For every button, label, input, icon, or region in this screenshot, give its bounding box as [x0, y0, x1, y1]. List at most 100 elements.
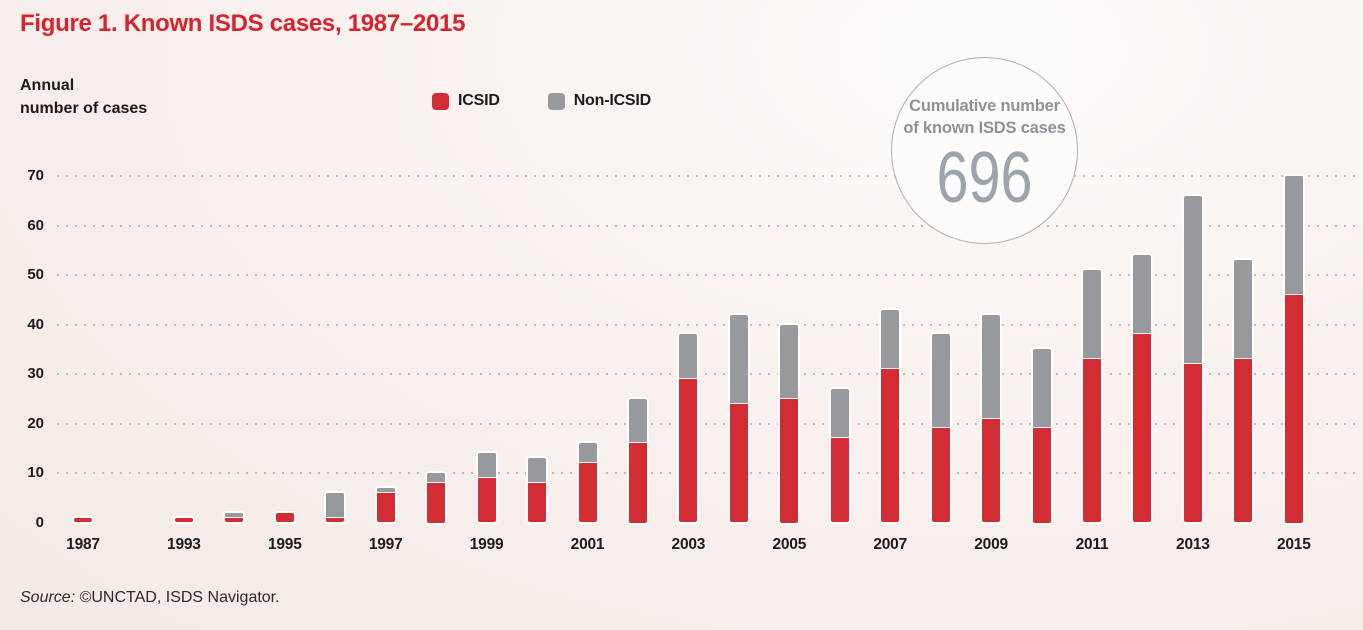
y-axis-tick-label-60: 60	[27, 216, 44, 234]
y-axis-title-line2: number of cases	[20, 100, 148, 117]
bar-segment-non-icsid-2013	[1183, 195, 1202, 365]
bar-segment-icsid-1993	[174, 517, 193, 523]
legend-label-non-icsid: Non-ICSID	[573, 92, 652, 109]
y-axis-tick-label-40: 40	[27, 315, 44, 333]
legend-item-non-icsid: Non-ICSID	[547, 92, 652, 110]
bar-segment-icsid-2004	[729, 403, 748, 523]
figure-title: Figure 1. Known ISDS cases, 1987–2015	[20, 10, 466, 37]
bar-segment-icsid-1998	[427, 482, 446, 523]
bar-segment-non-icsid-2004	[729, 314, 748, 404]
bar-segment-non-icsid-2006	[830, 388, 849, 439]
x-axis-tick-label-1995: 1995	[267, 536, 302, 553]
bar-segment-icsid-2008	[931, 428, 950, 523]
bar-segment-icsid-2013	[1183, 364, 1202, 523]
source-line: Source: ©UNCTAD, ISDS Navigator.	[20, 589, 280, 607]
cumulative-badge-value: 696	[936, 138, 1033, 218]
bar-2010	[1032, 349, 1051, 523]
bar-2002	[628, 398, 647, 523]
bar-2014	[1234, 260, 1253, 523]
bar-2005	[780, 324, 799, 523]
bar-segment-icsid-1996	[326, 517, 345, 523]
bar-2008	[931, 334, 950, 523]
cumulative-badge-label: Cumulative number of known ISDS cases	[892, 95, 1077, 139]
cumulative-badge-label-line2: of known ISDS cases	[903, 119, 1066, 137]
x-axis-tick-label-2013: 2013	[1176, 536, 1210, 553]
bar-segment-non-icsid-2015	[1284, 176, 1303, 295]
y-axis-tick-label-0: 0	[35, 513, 44, 531]
bar-2000	[528, 458, 547, 523]
y-axis-tick-label-50: 50	[27, 266, 44, 283]
gridline-10	[57, 472, 1355, 474]
bar-segment-non-icsid-1999	[477, 453, 496, 478]
bar-1998	[427, 473, 446, 523]
bar-segment-non-icsid-1996	[326, 492, 345, 518]
bar-segment-non-icsid-2012	[1133, 255, 1152, 335]
bar-segment-non-icsid-2009	[982, 314, 1001, 419]
gridline-50	[57, 274, 1355, 276]
bar-segment-non-icsid-2002	[628, 398, 647, 444]
bar-segment-non-icsid-2010	[1032, 349, 1051, 429]
gridline-60	[57, 224, 1355, 227]
bar-segment-icsid-1987	[74, 517, 92, 523]
bar-1995	[275, 512, 294, 523]
y-axis-title: Annual number of cases	[20, 74, 147, 120]
bar-2009	[982, 314, 1001, 523]
x-axis-tick-label-1997: 1997	[368, 536, 403, 553]
x-axis-tick-label-2011: 2011	[1075, 536, 1109, 553]
bar-segment-non-icsid-2007	[881, 309, 900, 370]
bar-1987	[74, 517, 92, 523]
x-axis-tick-label-2007: 2007	[873, 536, 908, 553]
gridline-20	[57, 422, 1355, 425]
bar-segment-non-icsid-2014	[1234, 260, 1253, 360]
bar-1993	[174, 517, 193, 523]
bar-segment-icsid-2006	[830, 438, 849, 523]
bar-1999	[477, 453, 496, 523]
source-text: ©UNCTAD, ISDS Navigator.	[75, 589, 280, 606]
bar-2007	[881, 309, 900, 523]
y-axis-tick-label-30: 30	[27, 365, 44, 382]
bar-segment-icsid-2010	[1032, 428, 1051, 523]
cumulative-cases-badge: Cumulative number of known ISDS cases 69…	[891, 57, 1078, 244]
bar-segment-icsid-2007	[881, 369, 900, 523]
bar-segment-icsid-2014	[1234, 359, 1253, 523]
bar-segment-icsid-1997	[376, 492, 395, 523]
bar-2003	[679, 334, 698, 523]
bar-2001	[578, 443, 597, 523]
bar-segment-non-icsid-2011	[1083, 270, 1101, 360]
bar-segment-icsid-2011	[1083, 359, 1101, 523]
bar-segment-icsid-2009	[982, 418, 1001, 523]
non-icsid-swatch-icon	[547, 92, 565, 110]
x-axis-tick-label-2001: 2001	[570, 536, 605, 553]
x-axis-tick-label-2003: 2003	[671, 536, 706, 553]
x-axis-tick-label-1993: 1993	[167, 536, 201, 553]
bar-2013	[1183, 195, 1202, 523]
bar-segment-icsid-2012	[1133, 334, 1152, 523]
bar-segment-icsid-1999	[477, 477, 496, 523]
bar-2006	[830, 388, 849, 523]
x-axis-tick-label-2005: 2005	[772, 536, 807, 553]
y-axis-tick-label-10: 10	[27, 464, 44, 481]
bar-segment-non-icsid-2000	[528, 458, 547, 483]
gridline-40	[57, 323, 1355, 326]
bar-2012	[1133, 255, 1152, 523]
bar-segment-icsid-2001	[578, 463, 597, 523]
x-axis-tick-label-2009: 2009	[974, 536, 1008, 553]
cumulative-badge-label-line1: Cumulative number	[909, 97, 1060, 115]
x-axis-tick-label-1987: 1987	[66, 536, 100, 553]
bar-1994	[225, 512, 244, 523]
bar-segment-icsid-2015	[1284, 294, 1303, 523]
bar-segment-non-icsid-2008	[931, 334, 950, 429]
bar-segment-icsid-2005	[780, 398, 799, 523]
gridline-70	[57, 175, 1355, 177]
bar-1997	[376, 487, 395, 523]
bar-2015	[1284, 176, 1303, 523]
legend: ICSID Non-ICSID	[432, 92, 651, 110]
x-axis-tick-label-1999: 1999	[469, 536, 504, 553]
gridline-30	[57, 373, 1355, 375]
bar-segment-icsid-1995	[275, 512, 294, 523]
legend-label-icsid: ICSID	[458, 92, 500, 109]
bar-2011	[1083, 270, 1101, 523]
x-axis-tick-label-2015: 2015	[1276, 536, 1311, 553]
bar-segment-non-icsid-1998	[427, 473, 446, 483]
